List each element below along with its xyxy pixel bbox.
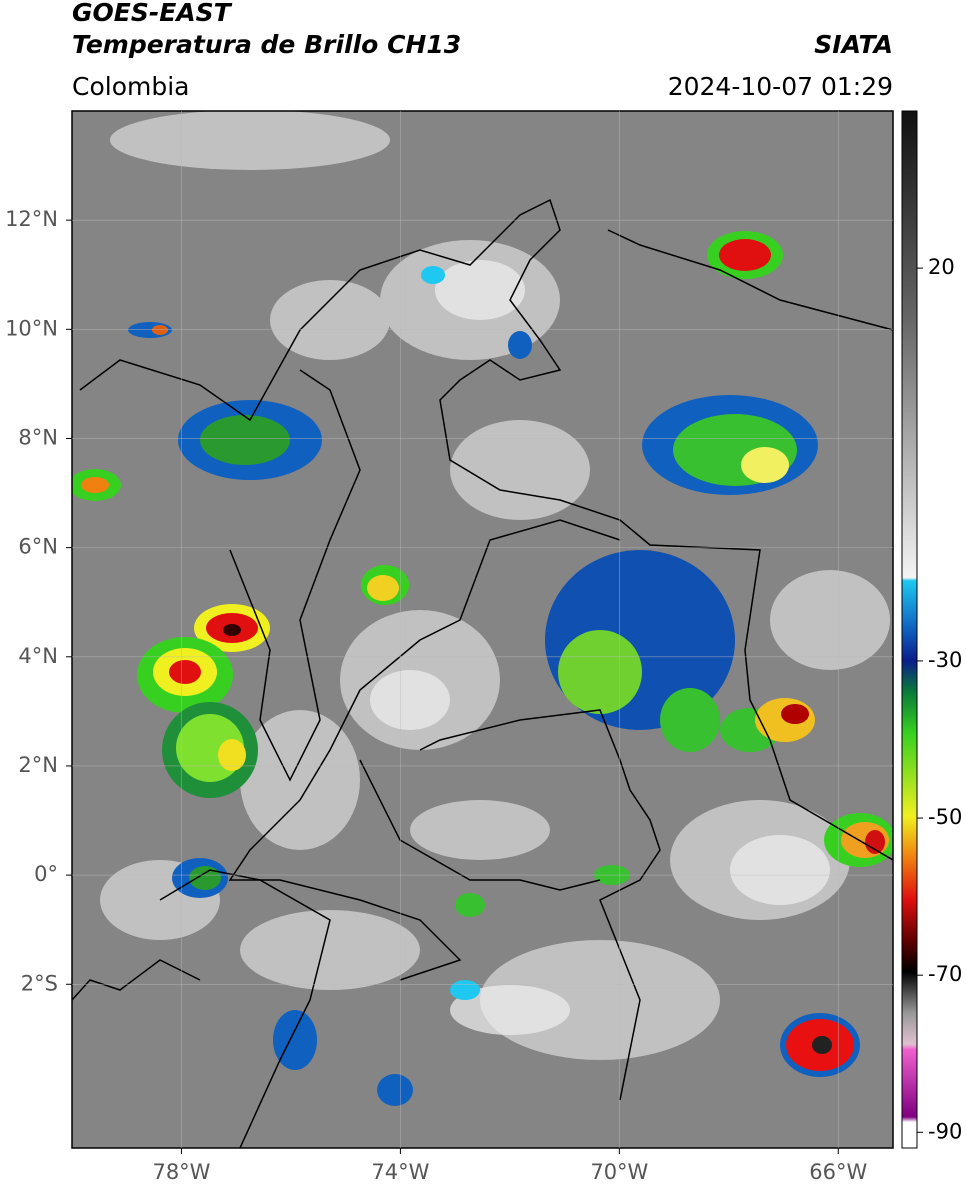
y-tick-label: 10°N <box>5 316 58 340</box>
colorbar-tick-label: 20 <box>928 255 955 279</box>
colorbar-tick-label: -50 <box>928 805 962 829</box>
region: Colombia <box>72 72 189 101</box>
y-tick-label: 6°N <box>18 535 58 559</box>
map-frame <box>71 110 894 1149</box>
y-tick-label: 8°N <box>18 425 58 449</box>
x-tick-label: 74°W <box>371 1160 429 1184</box>
y-tick-label: 4°N <box>18 644 58 668</box>
y-tick-label: 12°N <box>5 207 58 231</box>
x-tick-label: 78°W <box>152 1160 210 1184</box>
source: SIATA <box>814 30 893 59</box>
x-tick-label: 70°W <box>590 1160 648 1184</box>
colorbar-tick-label: -70 <box>928 962 962 986</box>
colorbar-tick-label: -90 <box>928 1119 962 1143</box>
y-tick-label: 2°N <box>18 753 58 777</box>
colorbar-tick-label: -30 <box>928 648 962 672</box>
title: GOES-EAST <box>72 0 233 27</box>
y-tick-label: 0° <box>34 862 58 886</box>
colorbar <box>901 110 918 1149</box>
subtitle: Temperatura de Brillo CH13 <box>72 30 461 59</box>
satellite-image <box>72 111 893 1148</box>
y-tick-label: 2°S <box>21 971 58 995</box>
x-tick-label: 66°W <box>809 1160 867 1184</box>
datetime: 2024-10-07 01:29 <box>668 72 893 101</box>
